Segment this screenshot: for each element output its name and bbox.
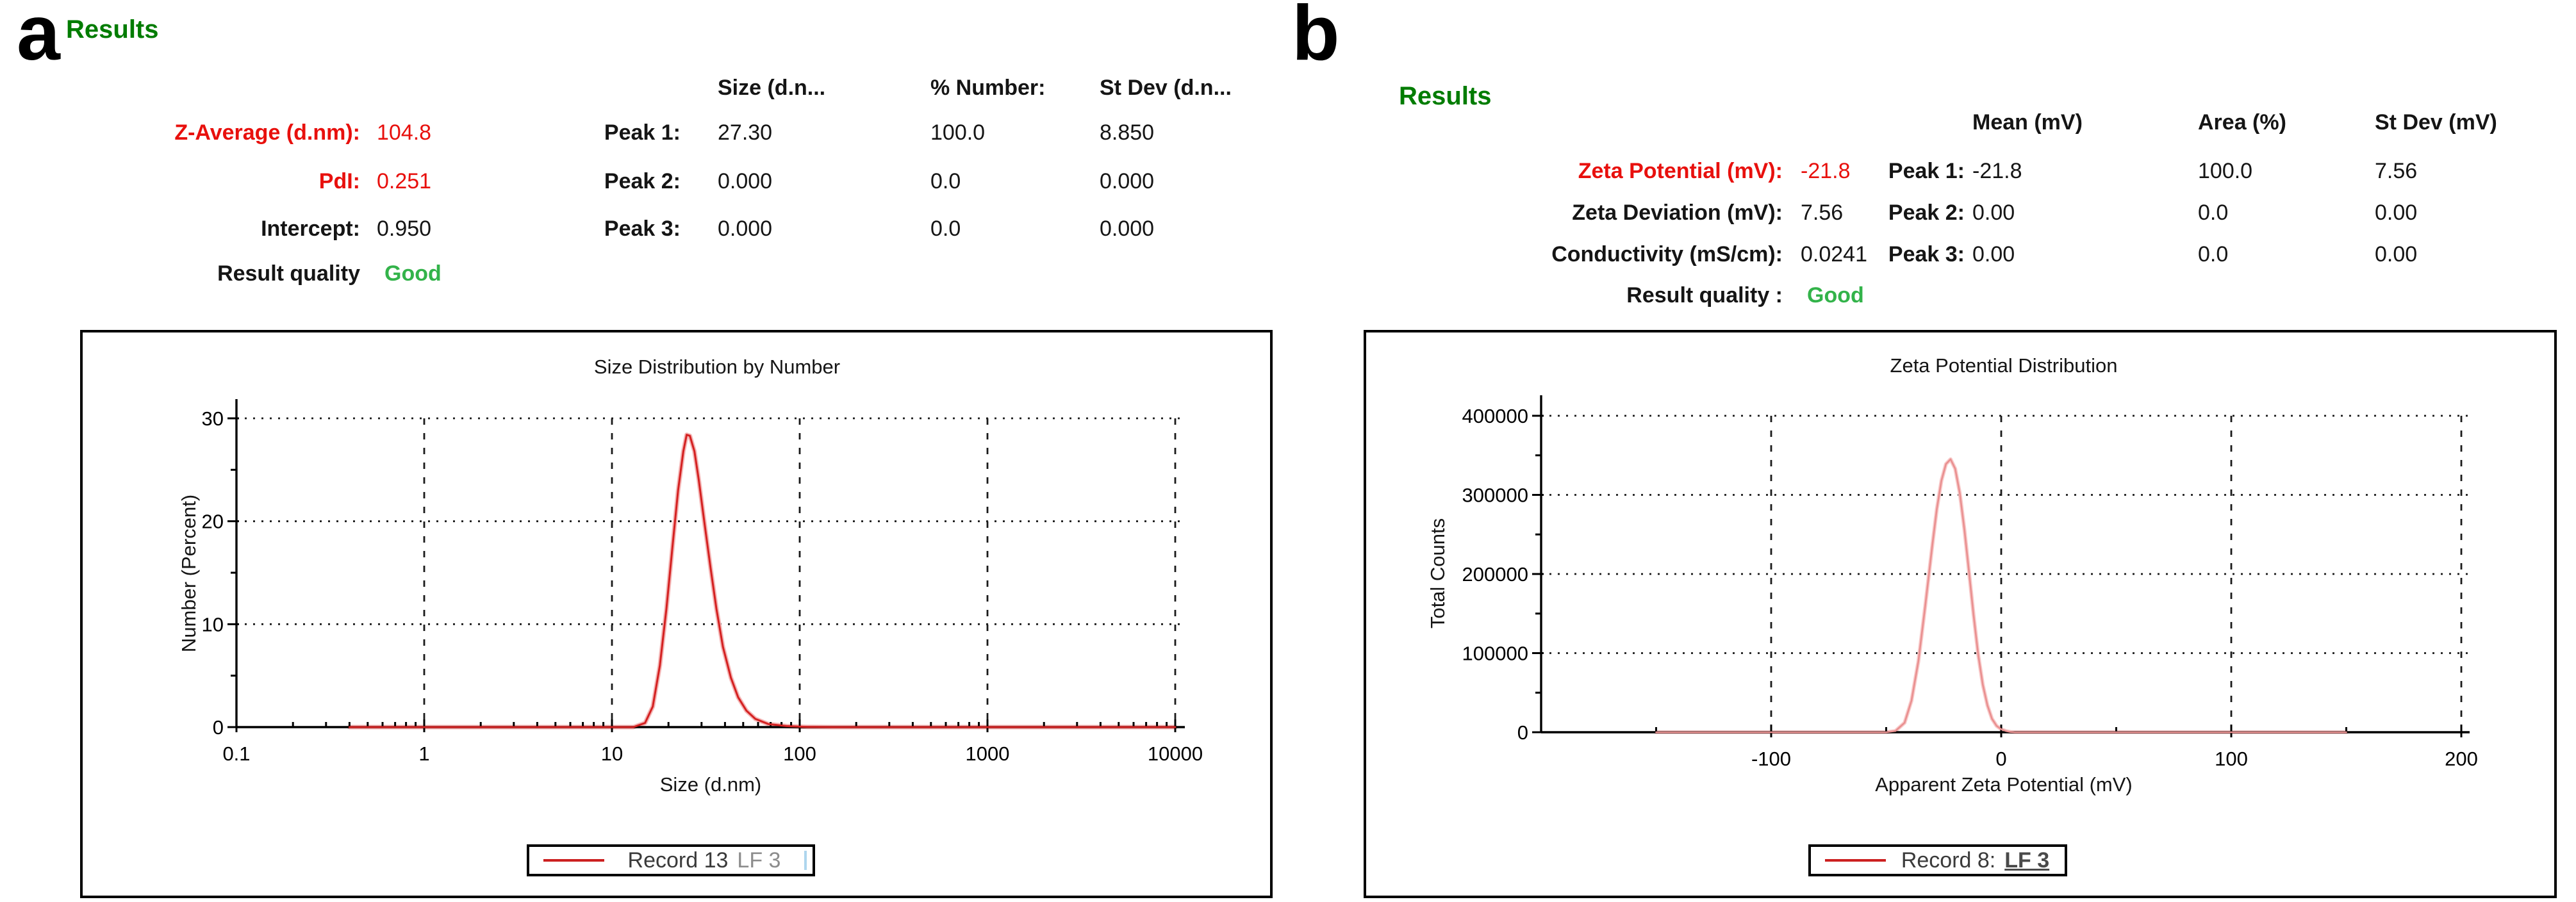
distribution-curve: [348, 434, 1177, 728]
result-quality-label-a: Result quality: [217, 261, 360, 286]
peak1-area: 100.0: [2198, 159, 2253, 183]
x-tick-label: 200: [2445, 748, 2478, 770]
distribution-curve-halo: [347, 432, 1178, 730]
peak2-number: 0.0: [930, 169, 961, 193]
legend-b: Record 8: LF 3: [1808, 844, 2067, 876]
peak2-stdev: 0.000: [1100, 169, 1155, 193]
peak3-area: 0.0: [2198, 242, 2229, 266]
x-tick-label: 0: [1995, 748, 2006, 770]
results-heading-b: Results: [1399, 82, 1492, 110]
size-distribution-chart: Size Distribution by Number Size (d.nm) …: [178, 356, 1203, 796]
zeta-potential-chart-frame: Zeta Potential Distribution Apparent Zet…: [1364, 330, 2557, 898]
zeta-potential-value: -21.8: [1801, 159, 1851, 183]
y-tick-label: 400000: [1462, 405, 1528, 427]
intercept-value: 0.950: [377, 217, 432, 241]
peak1-number: 100.0: [930, 120, 986, 145]
text-cursor-artifact: [804, 851, 807, 870]
peak1-stdev-b: 7.56: [2375, 159, 2418, 183]
zeta-potential-chart: Zeta Potential Distribution Apparent Zet…: [1426, 354, 2478, 796]
results-heading-a: Results: [66, 15, 159, 44]
x-tick-label: 10000: [1148, 742, 1203, 765]
zeta-deviation-label: Zeta Deviation (mV):: [1572, 201, 1783, 225]
x-tick-label: -100: [1751, 748, 1791, 770]
y-tick-label: 20: [202, 511, 224, 533]
x-tick-label: 10: [601, 742, 623, 765]
peak3-number: 0.0: [930, 217, 961, 241]
y-tick-label: 30: [202, 407, 224, 430]
size-distribution-chart-frame: Size Distribution by Number Size (d.nm) …: [80, 330, 1273, 898]
legend-sample-name-b: LF 3: [2004, 848, 2050, 873]
col-header-size: Size (d.n...: [718, 76, 826, 100]
peak3-label-a: Peak 3:: [604, 217, 681, 241]
peak1-size: 27.30: [718, 120, 773, 145]
legend-text-b: Record 8: LF 3: [1886, 848, 2065, 873]
chart-title-b: Zeta Potential Distribution: [1890, 354, 2118, 377]
zeta-potential-label: Zeta Potential (mV):: [1578, 159, 1783, 183]
result-quality-value-a: Good: [384, 261, 442, 286]
x-axis-label-b: Apparent Zeta Potential (mV): [1875, 773, 2132, 796]
x-tick-label: 100: [783, 742, 816, 765]
intercept-label: Intercept:: [261, 217, 360, 241]
y-tick-label: 10: [202, 613, 224, 636]
peak2-label-b: Peak 2:: [1888, 201, 1965, 225]
legend-text-a: Record 13 LF 3: [604, 848, 804, 873]
distribution-curve: [1655, 458, 2347, 734]
peak3-mean: 0.00: [1972, 242, 2015, 266]
legend-sample-name-a: LF 3: [737, 848, 781, 873]
panel-a-letter: a: [17, 0, 60, 76]
pdi-value: 0.251: [377, 169, 432, 193]
y-tick-label: 0: [213, 716, 224, 739]
panel-b-letter: b: [1292, 0, 1340, 76]
z-average-value: 104.8: [377, 120, 432, 145]
x-axis-label-a: Size (d.nm): [660, 773, 761, 796]
y-tick-label: 100000: [1462, 643, 1528, 665]
peak3-label-b: Peak 3:: [1888, 242, 1965, 266]
x-tick-label: 100: [2215, 748, 2248, 770]
y-tick-label: 300000: [1462, 484, 1528, 507]
result-quality-label-b: Result quality :: [1626, 283, 1783, 308]
peak3-size: 0.000: [718, 217, 773, 241]
z-average-label: Z-Average (d.nm):: [174, 120, 360, 145]
col-header-stdev: St Dev (d.n...: [1100, 76, 1232, 100]
peak2-stdev-b: 0.00: [2375, 201, 2418, 225]
col-header-mean: Mean (mV): [1972, 110, 2083, 135]
peak2-size: 0.000: [718, 169, 773, 193]
legend-record-label-b: Record 8:: [1901, 848, 1996, 873]
peak2-area: 0.0: [2198, 201, 2229, 225]
result-quality-value-b: Good: [1807, 283, 1864, 308]
x-tick-label: 1000: [966, 742, 1010, 765]
pdi-label: PdI:: [318, 169, 360, 193]
col-header-area: Area (%): [2198, 110, 2286, 135]
peak3-stdev: 0.000: [1100, 217, 1155, 241]
legend-line-sample-b: [1825, 859, 1886, 862]
legend-line-sample-a: [543, 859, 604, 862]
x-tick-label: 0.1: [222, 742, 250, 765]
peak1-stdev: 8.850: [1100, 120, 1155, 145]
zeta-deviation-value: 7.56: [1801, 201, 1844, 225]
peak1-mean: -21.8: [1972, 159, 2022, 183]
chart-title-a: Size Distribution by Number: [594, 356, 840, 378]
y-tick-label: 0: [1517, 721, 1528, 744]
y-axis-label-b: Total Counts: [1426, 518, 1449, 628]
peak3-stdev-b: 0.00: [2375, 242, 2418, 266]
peak2-label-a: Peak 2:: [604, 169, 681, 193]
x-tick-label: 1: [418, 742, 429, 765]
conductivity-value: 0.0241: [1801, 242, 1867, 266]
peak1-label-b: Peak 1:: [1888, 159, 1965, 183]
conductivity-label: Conductivity (mS/cm):: [1551, 242, 1783, 266]
y-tick-label: 200000: [1462, 563, 1528, 586]
col-header-number: % Number:: [930, 76, 1046, 100]
y-axis-label-a: Number (Percent): [178, 495, 200, 652]
legend-a: Record 13 LF 3: [527, 844, 815, 876]
col-header-stdev-b: St Dev (mV): [2375, 110, 2497, 135]
peak1-label-a: Peak 1:: [604, 120, 681, 145]
peak2-mean: 0.00: [1972, 201, 2015, 225]
legend-record-label-a: Record 13: [627, 848, 729, 873]
